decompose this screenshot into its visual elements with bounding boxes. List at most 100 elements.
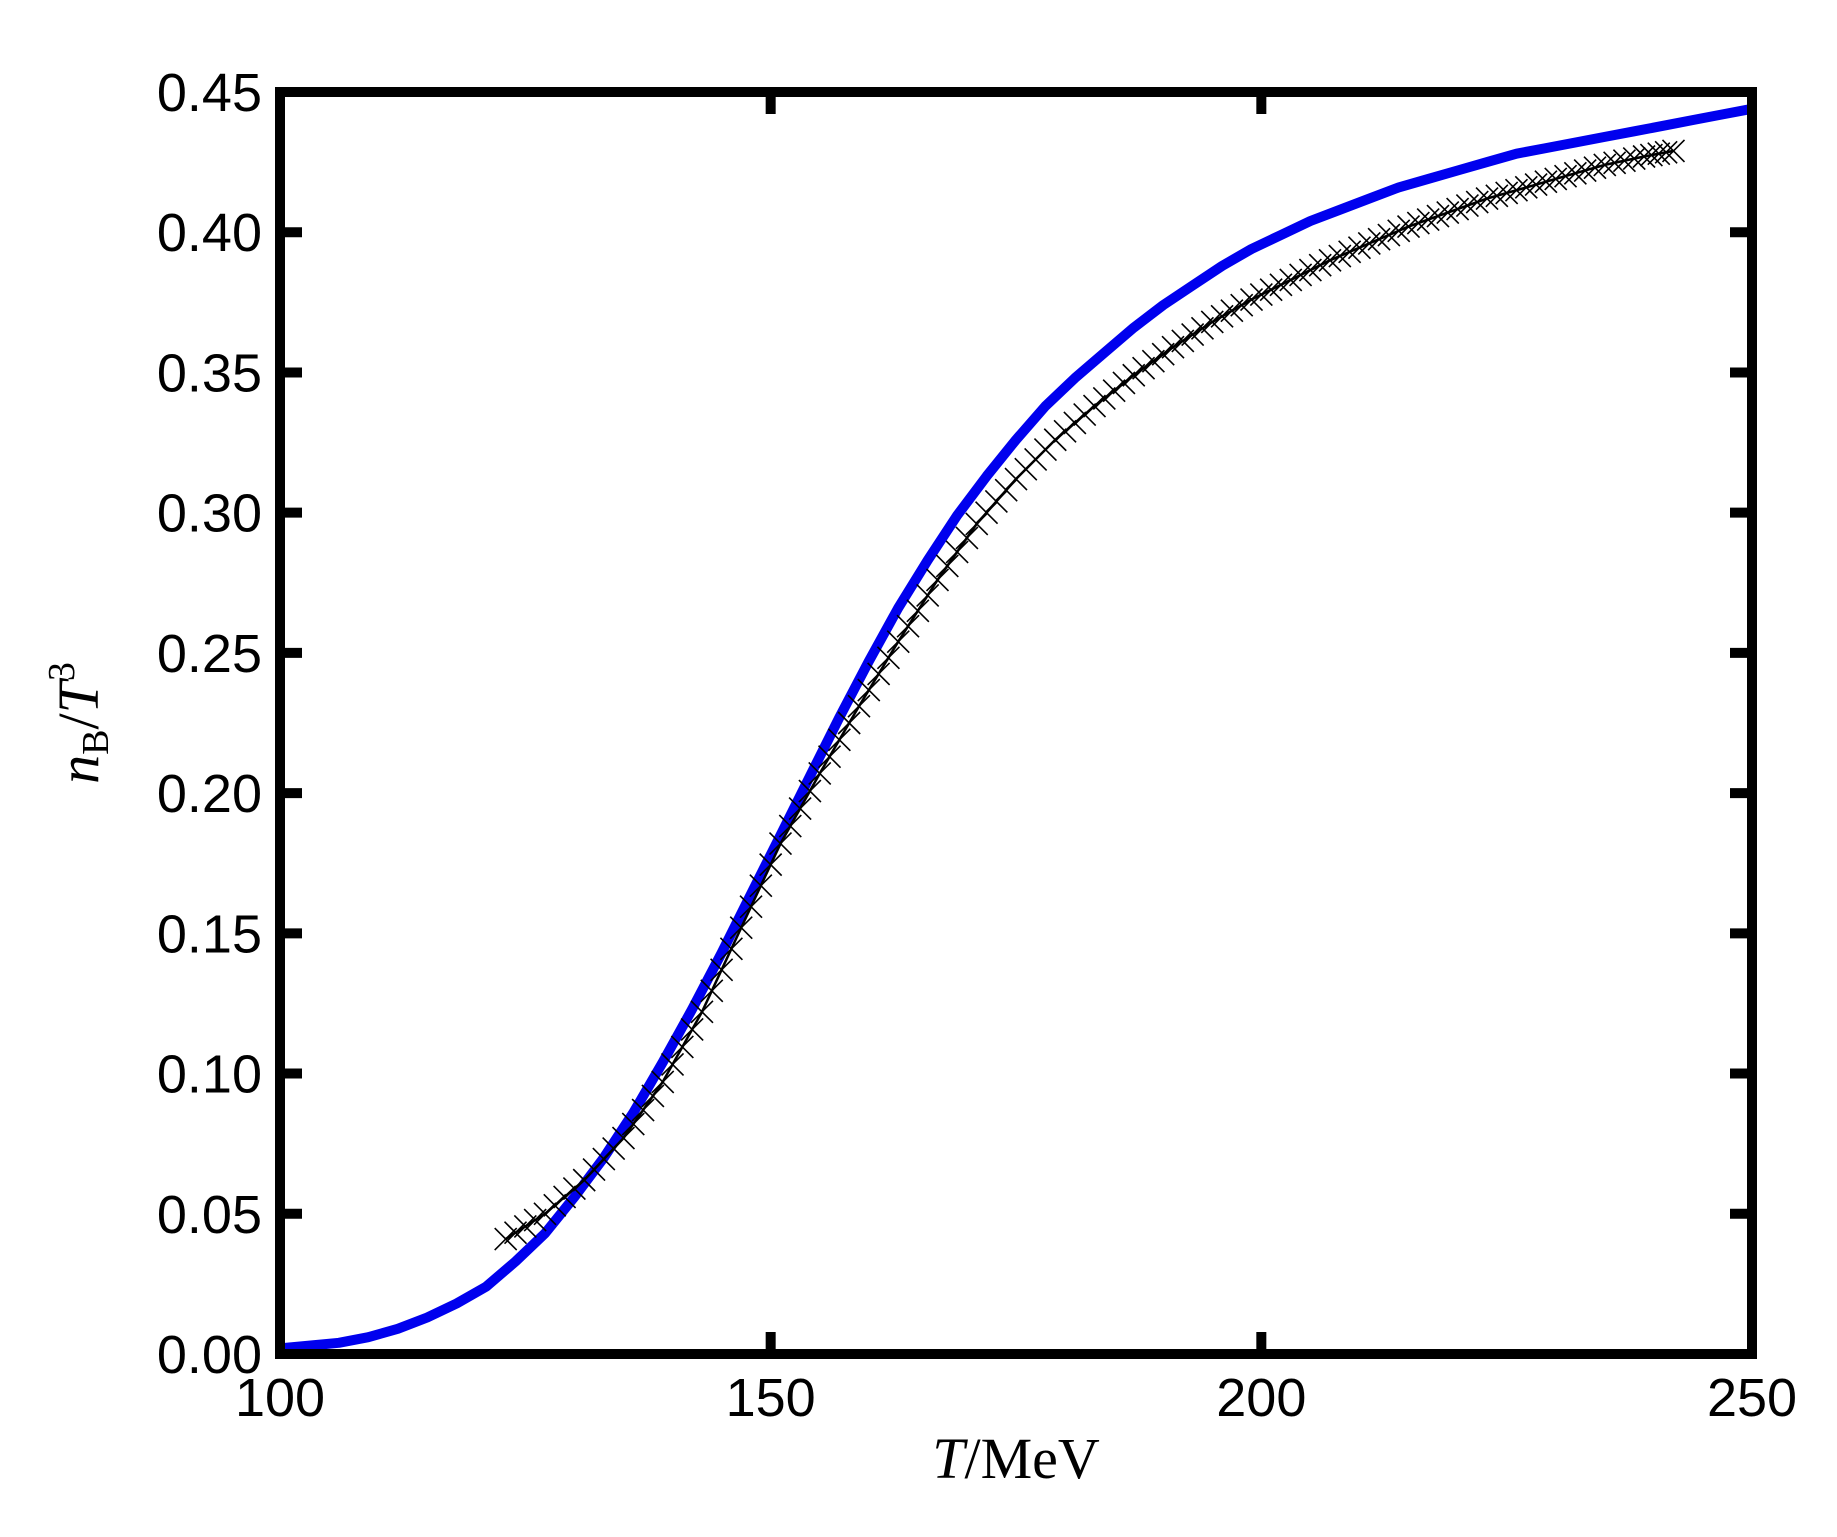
y-axis-label-var2: T <box>46 677 111 713</box>
data-point-marker <box>1171 329 1195 353</box>
y-tick-label: 0.15 <box>157 904 262 964</box>
data-point-marker <box>1328 244 1352 268</box>
x-axis-label-var: T <box>932 1426 968 1491</box>
data-point-marker <box>513 1214 537 1238</box>
x-tick-label: 200 <box>1216 1368 1306 1428</box>
data-point-marker <box>1661 139 1686 163</box>
data-point-marker <box>1092 386 1116 410</box>
y-tick-label: 0.35 <box>157 343 262 403</box>
y-tick-label: 0.05 <box>157 1185 262 1245</box>
data-point-marker <box>1524 172 1548 197</box>
data-point-marker <box>916 583 940 607</box>
data-point-marker <box>1357 231 1381 256</box>
data-point-marker <box>1416 208 1440 232</box>
data-point-marker <box>1504 178 1529 202</box>
data-point-marker <box>1338 240 1362 264</box>
y-tick-label: 0.00 <box>157 1325 262 1385</box>
data-point-marker <box>1161 335 1185 359</box>
data-point-marker <box>1141 349 1165 373</box>
x-tick-label: 100 <box>235 1368 325 1428</box>
data-point-marker <box>1573 158 1597 183</box>
data-point-marker <box>768 832 793 856</box>
data-point-marker <box>1377 223 1401 247</box>
data-point-marker <box>719 937 743 961</box>
data-point-marker <box>651 1070 675 1094</box>
data-point-marker <box>759 853 783 877</box>
data-point-marker <box>494 1227 518 1251</box>
data-point-marker <box>503 1221 528 1245</box>
data-point-marker <box>1475 187 1499 211</box>
data-point-marker <box>1073 402 1097 427</box>
data-point-marker <box>847 694 871 718</box>
data-point-marker <box>1534 170 1558 194</box>
data-point-marker <box>955 526 979 550</box>
y-tick-label: 0.10 <box>157 1045 262 1105</box>
data-point-marker <box>945 540 969 564</box>
data-point-marker <box>621 1112 645 1136</box>
data-point-marker <box>984 489 1008 514</box>
data-point-marker <box>1396 215 1421 239</box>
y-axis-label-sub: B <box>75 730 117 755</box>
data-point-marker <box>1553 164 1578 188</box>
x-axis-label: T/MeV <box>932 1426 1100 1491</box>
data-point-marker <box>1190 316 1215 340</box>
data-point-marker <box>1639 143 1663 167</box>
data-point-marker <box>1406 211 1430 235</box>
data-point-marker <box>925 568 950 592</box>
data-point-marker <box>788 796 812 821</box>
series-line-blue <box>279 103 1753 1354</box>
y-axis-label-slash: / <box>46 713 111 730</box>
data-point-marker <box>1112 371 1136 395</box>
data-point-marker <box>543 1193 567 1217</box>
plot-frame <box>275 87 1757 1359</box>
data-point-marker <box>1485 184 1509 208</box>
data-point-marker <box>778 814 802 838</box>
data-point-marker <box>798 779 822 803</box>
data-point-marker <box>1436 201 1460 225</box>
data-point-marker <box>562 1176 586 1201</box>
data-point-marker <box>867 662 891 686</box>
data-point-marker <box>1544 167 1568 191</box>
data-point-marker <box>886 630 910 654</box>
series-line-black <box>505 149 1674 1241</box>
data-point-marker <box>1181 323 1205 347</box>
data-point-marker <box>533 1202 557 1226</box>
data-point-marker <box>611 1126 636 1150</box>
data-point-marker <box>1465 190 1489 214</box>
data-point-marker <box>1387 219 1411 243</box>
data-point-marker <box>1063 411 1087 435</box>
data-point-marker <box>1647 142 1671 166</box>
y-axis-label-sup: 3 <box>41 662 83 681</box>
y-tick-label: 0.40 <box>157 203 262 263</box>
data-point-marker <box>1583 156 1607 180</box>
data-point-marker <box>1122 363 1146 387</box>
data-point-marker <box>1632 144 1656 169</box>
data-point-marker <box>1426 204 1450 228</box>
data-point-marker <box>523 1208 547 1232</box>
data-point-marker <box>1612 149 1636 173</box>
data-point-marker <box>729 916 753 940</box>
data-point-marker <box>876 646 900 670</box>
data-point-marker <box>1654 140 1678 164</box>
data-point-marker <box>1082 394 1107 418</box>
data-point-marker <box>1593 153 1617 177</box>
data-point-marker <box>631 1098 655 1122</box>
data-point-marker <box>690 1000 714 1024</box>
data-point-marker <box>641 1084 665 1108</box>
data-point-marker <box>739 895 763 919</box>
data-point-marker <box>935 554 959 578</box>
data-point-marker <box>680 1017 704 1041</box>
data-point-marker <box>1132 356 1156 380</box>
y-axis-label: nB/T3 <box>41 662 117 784</box>
data-point-marker <box>837 711 861 735</box>
data-point-marker <box>1495 181 1519 205</box>
data-point-marker <box>817 745 842 769</box>
data-point-marker <box>827 728 851 752</box>
y-tick-label: 0.25 <box>157 624 262 684</box>
data-point-marker <box>700 979 724 1003</box>
data-point-marker <box>553 1185 577 1209</box>
data-point-marker <box>1455 194 1479 218</box>
data-point-marker <box>1347 236 1372 260</box>
data-point-marker <box>1318 248 1342 272</box>
